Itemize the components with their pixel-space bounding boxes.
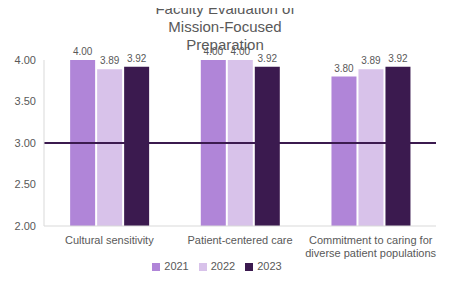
svg-text:Cultural sensitivity: Cultural sensitivity bbox=[65, 234, 154, 246]
svg-text:2.00: 2.00 bbox=[15, 220, 36, 232]
svg-text:3.92: 3.92 bbox=[127, 53, 147, 64]
svg-text:3.92: 3.92 bbox=[258, 53, 278, 64]
svg-text:3.89: 3.89 bbox=[361, 55, 381, 66]
svg-text:4.00: 4.00 bbox=[204, 46, 224, 57]
svg-text:3.89: 3.89 bbox=[100, 55, 120, 66]
svg-text:Patient-centered care: Patient-centered care bbox=[187, 234, 292, 246]
svg-text:3.50: 3.50 bbox=[15, 95, 36, 107]
svg-text:2.50: 2.50 bbox=[15, 178, 36, 190]
svg-text:3.92: 3.92 bbox=[388, 53, 408, 64]
svg-text:4.00: 4.00 bbox=[15, 54, 36, 66]
svg-text:Commitment to caring fordivers: Commitment to caring fordiverse patient … bbox=[305, 234, 436, 259]
svg-text:4.00: 4.00 bbox=[73, 46, 93, 57]
svg-text:4.00: 4.00 bbox=[231, 46, 251, 57]
svg-text:3.00: 3.00 bbox=[15, 137, 36, 149]
svg-text:3.80: 3.80 bbox=[334, 63, 354, 74]
